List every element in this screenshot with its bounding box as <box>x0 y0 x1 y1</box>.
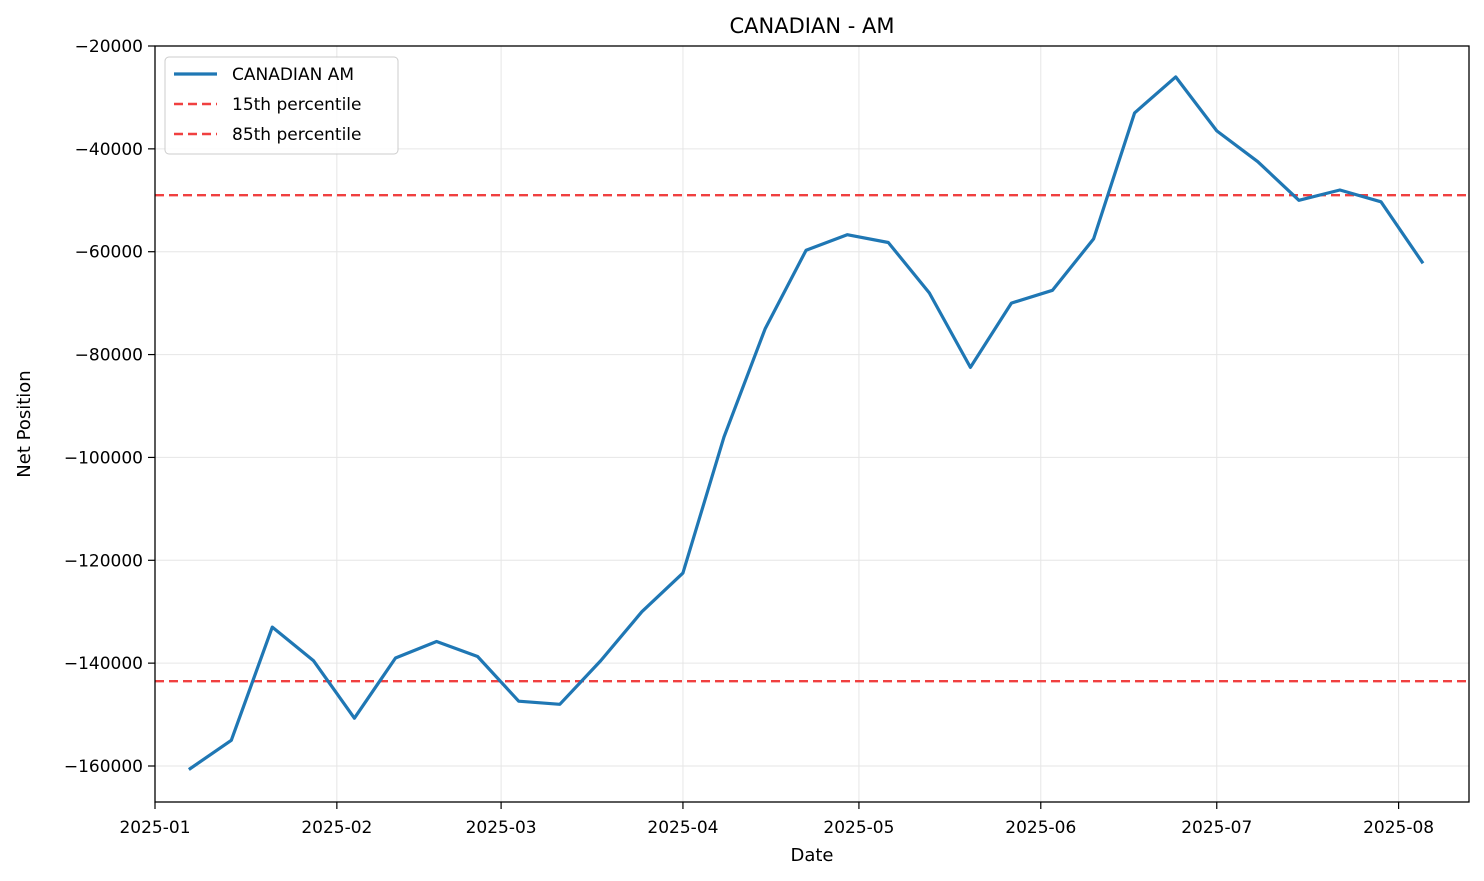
legend-label: 15th percentile <box>232 95 362 115</box>
grid <box>154 45 1469 802</box>
y-tick-label: −100000 <box>64 448 143 468</box>
x-axis-label: Date <box>790 845 833 866</box>
y-tick-label: −80000 <box>75 346 143 366</box>
series-lines <box>187 75 1425 771</box>
legend-label: 85th percentile <box>232 125 362 145</box>
chart-title: CANADIAN - AM <box>730 14 895 38</box>
series-line-canadian-am <box>187 75 1425 771</box>
x-tick-label: 2025-03 <box>466 818 537 838</box>
x-tick-label: 2025-04 <box>647 818 718 838</box>
legend-box <box>164 56 399 155</box>
y-tick-label: −160000 <box>64 757 143 777</box>
y-tick-label: −60000 <box>75 243 143 263</box>
reference-lines <box>155 193 1469 683</box>
x-tick-label: 2025-07 <box>1181 818 1252 838</box>
plot-frame <box>154 45 1470 803</box>
x-tick-label: 2025-06 <box>1005 818 1076 838</box>
y-axis: −20000 −40000 −60000 −80000 −100000 −120000 −1… <box>64 37 155 777</box>
y-tick-label: −120000 <box>64 551 143 571</box>
x-tick-label: 2025-02 <box>301 818 372 838</box>
y-axis-label: Net Position <box>14 370 35 477</box>
y-tick-label: −20000 <box>75 37 143 57</box>
legend-label: CANADIAN AM <box>232 65 354 85</box>
x-axis: 2025-01 2025-02 2025-03 2025-04 2025-05 2025-… <box>119 802 1434 838</box>
x-tick-label: 2025-08 <box>1363 818 1434 838</box>
x-tick-label: 2025-01 <box>119 818 190 838</box>
legend: CANADIAN AM 15th percentile 85th percentil… <box>164 56 399 155</box>
y-tick-label: −140000 <box>64 654 143 674</box>
x-tick-label: 2025-05 <box>823 818 894 838</box>
y-tick-label: −40000 <box>75 140 143 160</box>
